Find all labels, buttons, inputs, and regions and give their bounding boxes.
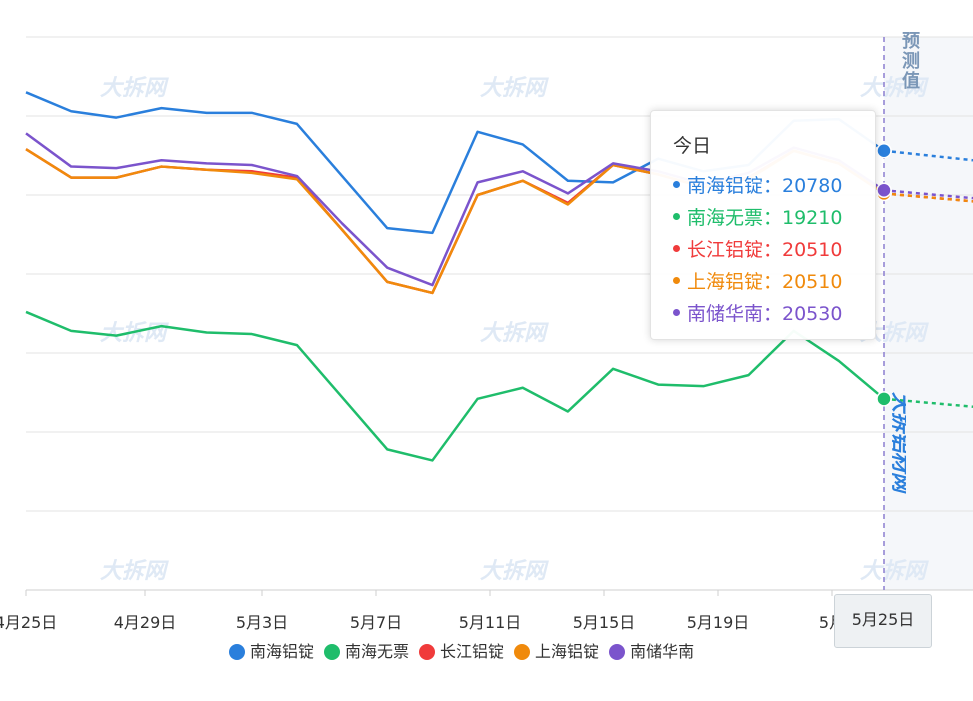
tooltip-row-text: 南储华南：20530 xyxy=(687,303,843,325)
watermark: 大拆网 xyxy=(100,559,169,584)
tooltip-dot xyxy=(673,181,680,188)
x-tick-label: 4月25日 xyxy=(0,613,57,632)
legend-dot xyxy=(514,643,531,660)
legend-item[interactable]: 南海铝锭 xyxy=(229,641,314,663)
tooltip-row: 上海铝锭：20510 xyxy=(673,266,875,298)
series-line xyxy=(25,310,885,462)
forecast-line xyxy=(883,189,973,200)
tooltip-row-text: 南海铝锭：20780 xyxy=(687,175,843,197)
tooltip-dot xyxy=(673,309,680,316)
tooltip-title: 今日 xyxy=(673,135,712,157)
vertical-watermark: 大拆铝材网 xyxy=(889,392,906,495)
x-tick-label: 5月3日 xyxy=(236,613,288,632)
watermark: 大拆网 xyxy=(860,559,929,584)
tooltip-row: 南储华南：20530 xyxy=(673,298,875,330)
legend-dot xyxy=(324,643,341,660)
watermark: 大拆网 xyxy=(480,76,549,101)
watermark: 大拆网 xyxy=(480,321,549,346)
tooltip-row-text: 南海无票：19210 xyxy=(687,207,843,229)
x-tick-label: 5月19日 xyxy=(687,613,750,632)
watermark: 大拆网 xyxy=(100,76,169,101)
tooltip-row: 长江铝锭：20510 xyxy=(673,234,875,266)
x-tick-label: 5月15日 xyxy=(573,613,636,632)
current-point xyxy=(876,143,892,159)
x-axis-pointer-label: 5月25日 xyxy=(834,594,932,648)
forecast-label: 预测值 xyxy=(902,31,920,92)
forecast-line xyxy=(883,192,973,203)
x-tick-label: 5月11日 xyxy=(459,613,522,632)
legend-dot xyxy=(419,643,436,660)
watermark: 大拆网 xyxy=(480,559,549,584)
current-point xyxy=(876,391,892,407)
tooltip-row-text: 长江铝锭：20510 xyxy=(687,239,843,261)
tooltip-dot xyxy=(673,245,680,252)
forecast-line xyxy=(883,149,973,162)
tooltip-row: 南海无票：19210 xyxy=(673,202,875,234)
legend[interactable]: 南海铝锭 南海无票 长江铝锭 上海铝锭 南储华南 xyxy=(229,641,704,663)
legend-label: 上海铝锭 xyxy=(535,642,600,661)
tooltip: 今日 南海铝锭：20780 南海无票：19210 长江铝锭：20510 上海铝锭：20… xyxy=(650,110,876,340)
svg-text:大拆铝材网: 大拆铝材网 xyxy=(889,392,906,495)
legend-label: 南海无票 xyxy=(345,642,410,661)
tooltip-dot xyxy=(673,277,680,284)
tooltip-row-text: 上海铝锭：20510 xyxy=(687,271,843,293)
legend-item[interactable]: 南储华南 xyxy=(609,641,694,663)
tooltip-dot xyxy=(673,213,680,220)
legend-label: 长江铝锭 xyxy=(440,642,505,661)
legend-label: 南储华南 xyxy=(630,642,695,661)
x-tick-label: 4月29日 xyxy=(114,613,177,632)
legend-item[interactable]: 南海无票 xyxy=(324,641,409,663)
forecast-region xyxy=(884,37,973,590)
legend-item[interactable]: 长江铝锭 xyxy=(419,641,504,663)
watermark: 大拆网 xyxy=(860,76,929,101)
x-tick-label: 5月7日 xyxy=(350,613,402,632)
forecast-line xyxy=(883,397,973,408)
legend-dot xyxy=(609,643,626,660)
current-point xyxy=(876,182,892,199)
legend-dot xyxy=(229,643,245,660)
legend-item[interactable]: 上海铝锭 xyxy=(514,641,599,663)
watermark: 大拆网 xyxy=(100,321,169,346)
tooltip-row: 南海铝锭：20780 xyxy=(673,170,875,202)
legend-label: 南海铝锭 xyxy=(250,642,315,661)
